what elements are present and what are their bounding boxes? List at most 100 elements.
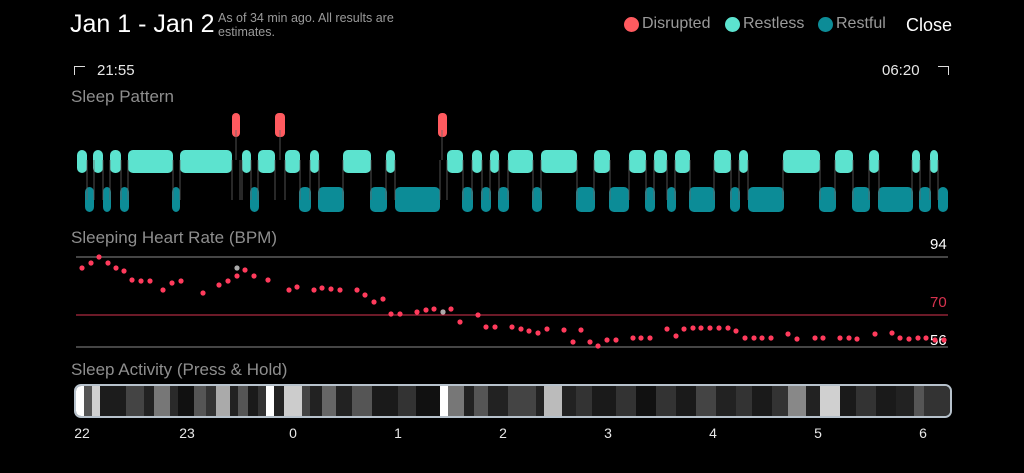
restful-segment: [609, 187, 629, 212]
restless-segment: [310, 150, 319, 173]
activity-segment: [322, 386, 336, 416]
activity-segment: [448, 386, 464, 416]
heart-rate-point: [440, 309, 446, 315]
restful-segment: [667, 187, 676, 212]
restful-segment: [919, 187, 931, 212]
heart-rate-point: [604, 337, 610, 343]
restful-segment: [878, 187, 913, 212]
activity-segment: [258, 386, 266, 416]
restful-segment: [370, 187, 387, 212]
activity-segment: [656, 386, 676, 416]
heart-rate-average: 70: [930, 294, 947, 311]
hour-label: 22: [74, 425, 90, 441]
heart-rate-point: [234, 273, 240, 279]
activity-segment: [856, 386, 876, 416]
restless-segment: [541, 150, 577, 173]
restless-segment: [258, 150, 275, 173]
heart-rate-point: [681, 326, 687, 332]
heart-rate-point: [759, 335, 765, 341]
activity-segment: [924, 386, 950, 416]
heart-rate-point: [121, 268, 127, 274]
heart-rate-point: [837, 335, 843, 341]
heart-rate-point: [178, 278, 184, 284]
activity-segment: [416, 386, 440, 416]
activity-segment: [636, 386, 656, 416]
heart-rate-point: [785, 331, 791, 337]
restful-segment: [172, 187, 180, 212]
heart-rate-point: [265, 277, 271, 283]
hour-label: 1: [394, 425, 402, 441]
heart-rate-point: [448, 306, 454, 312]
restful-segment: [395, 187, 440, 212]
activity-segment: [284, 386, 302, 416]
activity-segment: [372, 386, 398, 416]
heart-rate-point: [561, 327, 567, 333]
heart-rate-point: [570, 339, 576, 345]
heart-rate-point: [105, 260, 111, 266]
activity-segment: [266, 386, 274, 416]
restless-segment: [714, 150, 731, 173]
activity-segment: [76, 386, 84, 416]
restful-segment: [498, 187, 509, 212]
disrupted-segment: [275, 113, 285, 137]
start-time: 21:55: [97, 62, 135, 79]
disrupted-dot-icon: [624, 16, 639, 32]
activity-segment: [216, 386, 230, 416]
activity-segment: [274, 386, 284, 416]
restful-segment: [103, 187, 111, 212]
heart-rate-point: [294, 284, 300, 290]
restless-segment: [654, 150, 667, 173]
restless-segment: [675, 150, 690, 173]
heart-rate-point: [889, 330, 895, 336]
restful-segment: [938, 187, 948, 212]
restful-segment: [318, 187, 344, 212]
restful-segment: [576, 187, 595, 212]
legend-disrupted: Disrupted: [624, 15, 710, 33]
heart-rate-point: [647, 335, 653, 341]
activity-segment: [178, 386, 194, 416]
heart-rate-point: [380, 296, 386, 302]
heart-rate-point: [423, 307, 429, 313]
activity-segment: [170, 386, 178, 416]
close-button[interactable]: Close: [906, 15, 953, 35]
heart-rate-point: [872, 331, 878, 337]
heart-rate-point: [328, 286, 334, 292]
activity-segment: [230, 386, 238, 416]
heart-rate-point: [311, 287, 317, 293]
activity-segment: [352, 386, 372, 416]
activity-segment: [806, 386, 820, 416]
heart-rate-point: [664, 326, 670, 332]
disrupted-segment: [438, 113, 447, 137]
range-end-bracket-icon: [938, 66, 949, 75]
heart-rate-point: [707, 325, 713, 331]
restless-segment: [594, 150, 610, 173]
restful-segment: [689, 187, 715, 212]
heart-rate-point: [613, 337, 619, 343]
heart-rate-point: [129, 277, 135, 283]
activity-segment: [716, 386, 736, 416]
restful-segment: [462, 187, 473, 212]
sleep-activity-bar[interactable]: [74, 384, 952, 418]
heart-rate-point: [457, 319, 463, 325]
activity-segment: [84, 386, 92, 416]
heart-rate-point: [216, 282, 222, 288]
sleep-activity-title: Sleep Activity (Press & Hold): [71, 360, 288, 379]
heart-rate-point: [431, 306, 437, 312]
restless-segment: [343, 150, 371, 173]
heart-rate-point: [535, 330, 541, 336]
restless-segment: [77, 150, 87, 173]
heart-rate-point: [509, 324, 515, 330]
heart-rate-point: [544, 326, 550, 332]
restless-segment: [739, 150, 748, 173]
activity-segment: [772, 386, 788, 416]
activity-segment: [616, 386, 636, 416]
heart-rate-point: [160, 287, 166, 293]
heart-rate-point: [483, 324, 489, 330]
activity-segment: [676, 386, 696, 416]
restless-segment: [110, 150, 121, 173]
activity-segment: [206, 386, 216, 416]
hour-label: 4: [709, 425, 717, 441]
activity-segment: [100, 386, 126, 416]
activity-segment: [736, 386, 752, 416]
restless-segment: [835, 150, 853, 173]
